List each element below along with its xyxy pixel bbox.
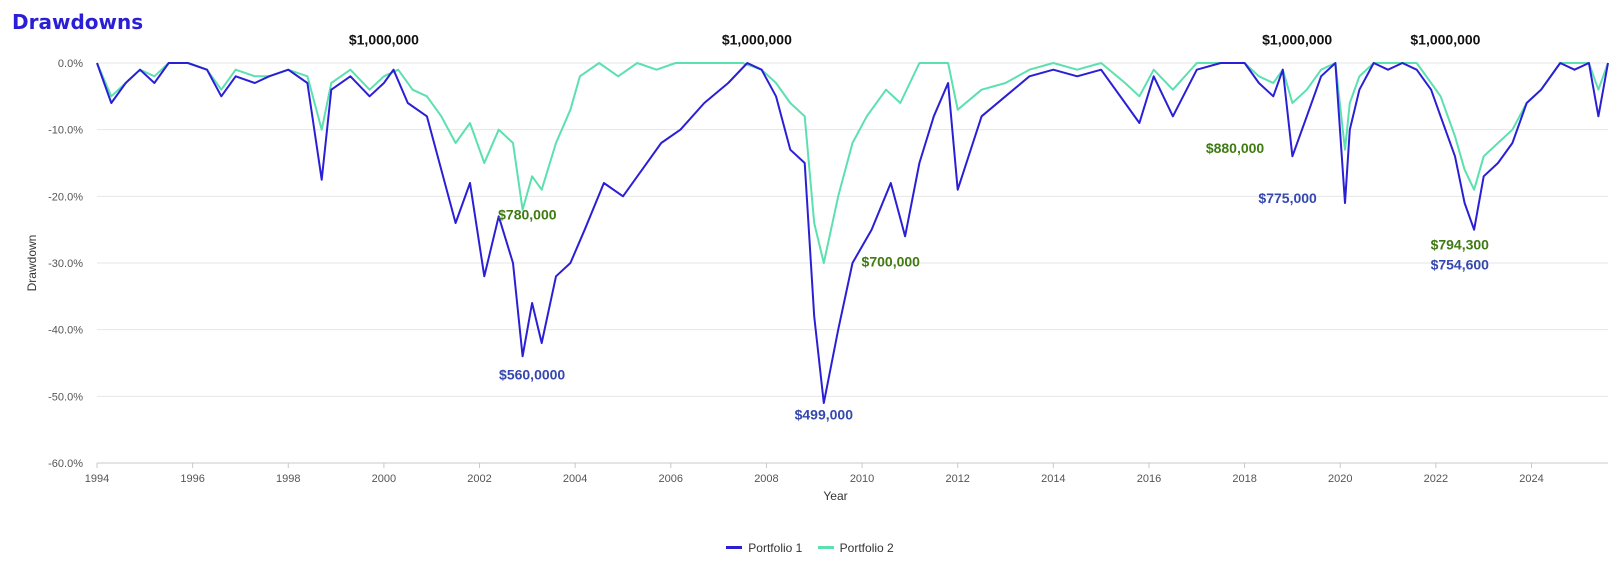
series-line-portfolio-1: [96, 62, 1609, 404]
legend-item-portfolio-1[interactable]: Portfolio 1: [726, 541, 802, 555]
annotation-label: $775,000: [1258, 190, 1317, 206]
y-tick-label: -20.0%: [48, 191, 83, 203]
legend-swatch-portfolio-1: [726, 546, 743, 549]
legend-swatch-portfolio-2: [817, 546, 834, 549]
y-tick-label: -40.0%: [48, 325, 83, 337]
annotation-label: $499,000: [795, 407, 854, 423]
x-tick-label: 2024: [1519, 473, 1543, 485]
x-tick-label: 2016: [1137, 473, 1161, 485]
x-tick-label: 1994: [85, 473, 109, 485]
x-tick-label: 2014: [1041, 473, 1065, 485]
annotation-label: $1,000,000: [1410, 31, 1480, 47]
x-tick-label: 2006: [659, 473, 683, 485]
x-tick-label: 1996: [180, 473, 204, 485]
series-line-portfolio-2: [96, 62, 1609, 264]
x-tick-label: 2008: [754, 473, 778, 485]
annotation-label: $754,600: [1431, 257, 1490, 273]
x-tick-label: 2000: [372, 473, 396, 485]
annotation-label: $1,000,000: [722, 31, 792, 47]
x-tick-label: 2022: [1424, 473, 1448, 485]
y-tick-label: -60.0%: [48, 458, 83, 470]
y-tick-label: -10.0%: [48, 125, 83, 137]
legend-item-portfolio-2[interactable]: Portfolio 2: [817, 540, 894, 555]
y-tick-label: -30.0%: [48, 258, 83, 270]
y-tick-label: -50.0%: [48, 391, 83, 403]
x-tick-label: 2012: [945, 473, 969, 485]
x-tick-label: 1998: [276, 473, 300, 485]
annotation-label: $794,300: [1431, 237, 1490, 253]
annotation-label: $780,000: [498, 207, 557, 223]
annotation-label: $560,0000: [499, 367, 565, 383]
chart-title: Drawdowns: [12, 10, 144, 34]
legend: Portfolio 1 Portfolio 2: [0, 538, 1620, 555]
annotation-label: $1,000,000: [1262, 31, 1332, 47]
x-tick-label: 2020: [1328, 473, 1352, 485]
annotation-label: $1,000,000: [349, 31, 419, 47]
x-tick-label: 2018: [1232, 473, 1256, 485]
y-tick-label: 0.0%: [58, 58, 83, 70]
legend-label-portfolio-2: Portfolio 2: [839, 540, 894, 555]
y-axis-title: Drawdown: [25, 235, 39, 292]
x-tick-label: 2010: [850, 473, 874, 485]
annotation-label: $700,000: [862, 253, 921, 269]
x-axis-title: Year: [823, 489, 847, 503]
annotation-label: $880,000: [1206, 140, 1265, 156]
x-tick-label: 2002: [467, 473, 491, 485]
legend-label-portfolio-1: Portfolio 1: [748, 540, 803, 555]
x-tick-label: 2004: [563, 473, 587, 485]
